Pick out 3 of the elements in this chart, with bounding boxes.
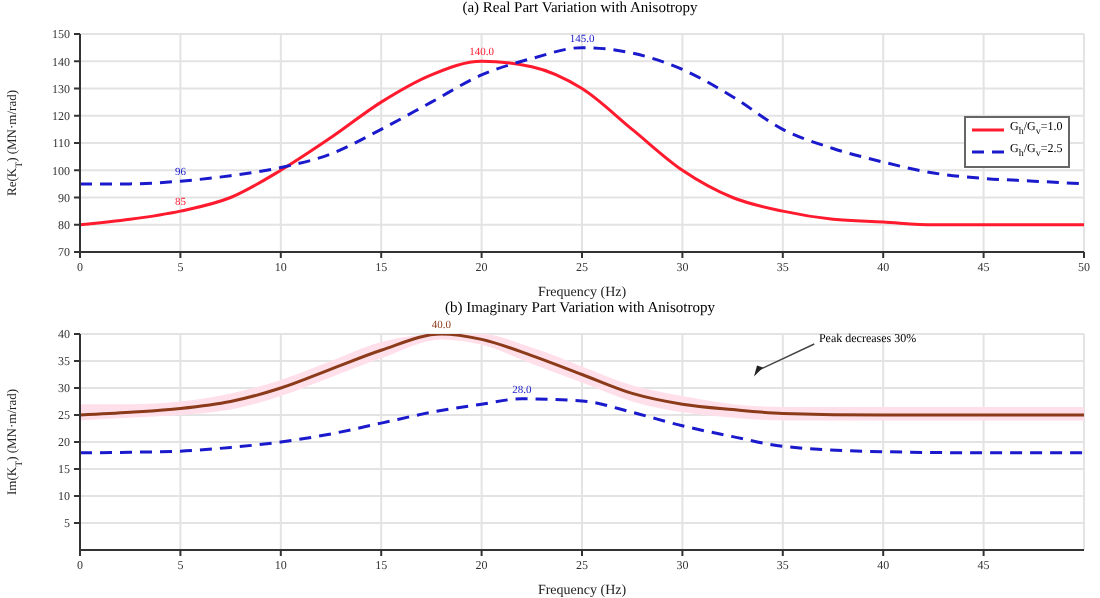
line-series xyxy=(80,397,1084,455)
line-series xyxy=(80,46,1084,186)
line-series xyxy=(80,59,1084,227)
